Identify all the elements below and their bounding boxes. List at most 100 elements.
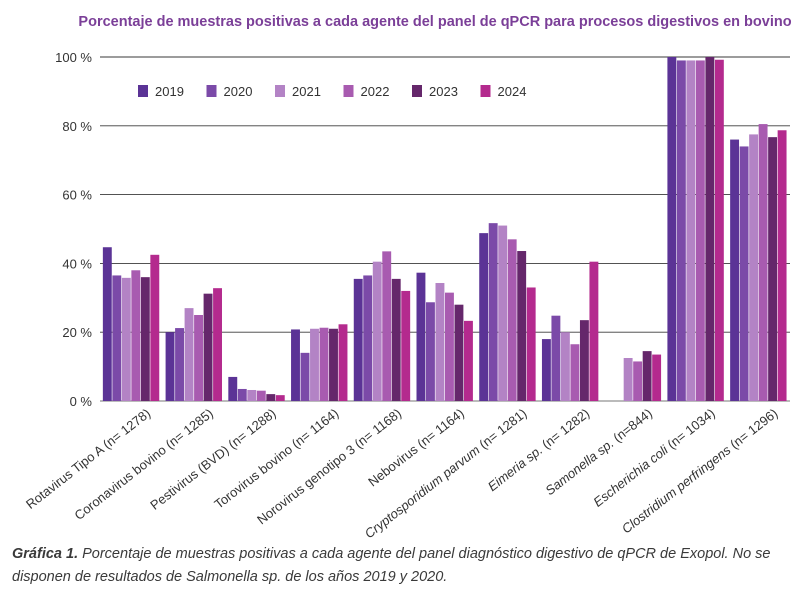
bar <box>353 278 363 401</box>
bar <box>382 251 392 401</box>
bar <box>758 124 768 401</box>
x-axis: Rotavirus Tipo A (n= 1278)Coronavirus bo… <box>23 406 781 540</box>
legend-swatch <box>343 85 354 97</box>
x-tick-label: Pestivirus (BVD) (n= 1288) <box>147 406 278 513</box>
bar <box>329 328 338 401</box>
caption-label: Gráfica 1. <box>12 546 79 562</box>
x-tick-name: Cryptosporidium parvum <box>362 442 483 540</box>
y-axis: 0 % 20 % 40 % 60 % 80 % 100 % <box>55 50 92 409</box>
bar <box>401 290 411 401</box>
x-tick-count: (n= 1281) <box>473 406 529 455</box>
bar <box>686 60 696 401</box>
bar <box>579 320 589 401</box>
figure-caption: Gráfica 1. Porcentaje de muestras positi… <box>12 543 790 589</box>
bar <box>291 329 300 401</box>
y-tick-label: 0 % <box>70 394 93 409</box>
bar <box>165 332 175 401</box>
bar <box>676 60 686 401</box>
bar <box>777 130 787 401</box>
bar <box>705 57 715 401</box>
bar <box>275 395 285 401</box>
x-tick-name: Clostridium perfringens <box>619 442 734 536</box>
bar <box>140 277 150 401</box>
bar <box>319 327 329 401</box>
bar <box>714 59 724 401</box>
bar <box>623 358 633 401</box>
bar <box>435 283 445 401</box>
bar <box>256 390 266 401</box>
bar <box>517 251 527 401</box>
x-tick-label: Rotavirus Tipo A (n= 1278) <box>23 406 153 512</box>
bar <box>228 376 238 401</box>
bar <box>464 320 473 401</box>
x-tick-count: (n= 1296) <box>724 406 780 455</box>
bar <box>203 293 213 401</box>
legend-swatch <box>138 85 148 97</box>
bar <box>310 328 319 401</box>
y-tick-label: 100 % <box>55 50 92 65</box>
bar <box>175 328 184 401</box>
bar <box>266 394 276 401</box>
bar <box>667 57 677 401</box>
x-tick-count: (n= 1164) <box>411 406 466 454</box>
bar <box>560 332 570 401</box>
legend-swatch <box>480 85 491 97</box>
bar <box>131 270 141 401</box>
bar <box>213 288 222 401</box>
bar <box>768 137 778 401</box>
x-tick-count: (n= 1288) <box>222 406 278 455</box>
legend-swatch <box>275 85 285 97</box>
bar <box>498 225 508 401</box>
bar <box>589 261 599 401</box>
legend-label: 2022 <box>361 84 390 99</box>
y-tick-label: 60 % <box>62 188 92 203</box>
x-tick-count: (n= 1034) <box>662 406 718 455</box>
x-tick-count: (n= 1278) <box>97 406 153 455</box>
bar <box>426 302 435 401</box>
bars <box>102 57 787 401</box>
bar <box>102 247 112 401</box>
legend-swatch <box>206 85 217 97</box>
bar <box>445 292 454 401</box>
bar <box>416 272 426 401</box>
bar <box>112 275 122 401</box>
legend-label: 2023 <box>429 84 458 99</box>
bar <box>479 233 489 401</box>
bar <box>391 278 401 401</box>
bar <box>300 352 310 401</box>
bar <box>488 223 498 401</box>
bar <box>695 60 705 401</box>
legend-label: 2021 <box>292 84 321 99</box>
caption-text: Porcentaje de muestras positivas a cada … <box>12 546 771 585</box>
x-tick-count: (n= 1168) <box>349 406 404 454</box>
y-tick-label: 80 % <box>62 119 92 134</box>
chart-title: Porcentaje de muestras positivas a cada … <box>78 14 791 30</box>
bar <box>338 324 348 401</box>
bar <box>541 339 551 401</box>
chart: Porcentaje de muestras positivas a cada … <box>23 14 792 540</box>
y-tick-label: 40 % <box>62 256 92 271</box>
bar <box>642 351 652 401</box>
bar <box>363 275 373 401</box>
bar <box>652 354 662 401</box>
bar <box>372 261 382 401</box>
legend-label: 2024 <box>498 84 527 99</box>
bar <box>121 277 131 401</box>
bar <box>150 254 160 401</box>
bar <box>730 139 740 401</box>
bar <box>247 389 257 401</box>
bar <box>749 134 759 401</box>
bar <box>739 146 749 401</box>
x-tick-count: (n= 1282) <box>536 406 592 455</box>
y-tick-label: 20 % <box>62 325 92 340</box>
x-tick-label: Samonella sp. (n=844) <box>542 406 655 499</box>
bar <box>237 388 247 401</box>
bar <box>194 315 203 401</box>
bar <box>526 287 536 401</box>
x-tick-name: Eimeria sp. <box>485 442 545 494</box>
bar <box>633 361 643 401</box>
bar <box>454 304 464 401</box>
x-tick-name: Nebovirus <box>365 441 421 489</box>
legend-label: 2019 <box>155 84 184 99</box>
bar <box>570 344 580 401</box>
